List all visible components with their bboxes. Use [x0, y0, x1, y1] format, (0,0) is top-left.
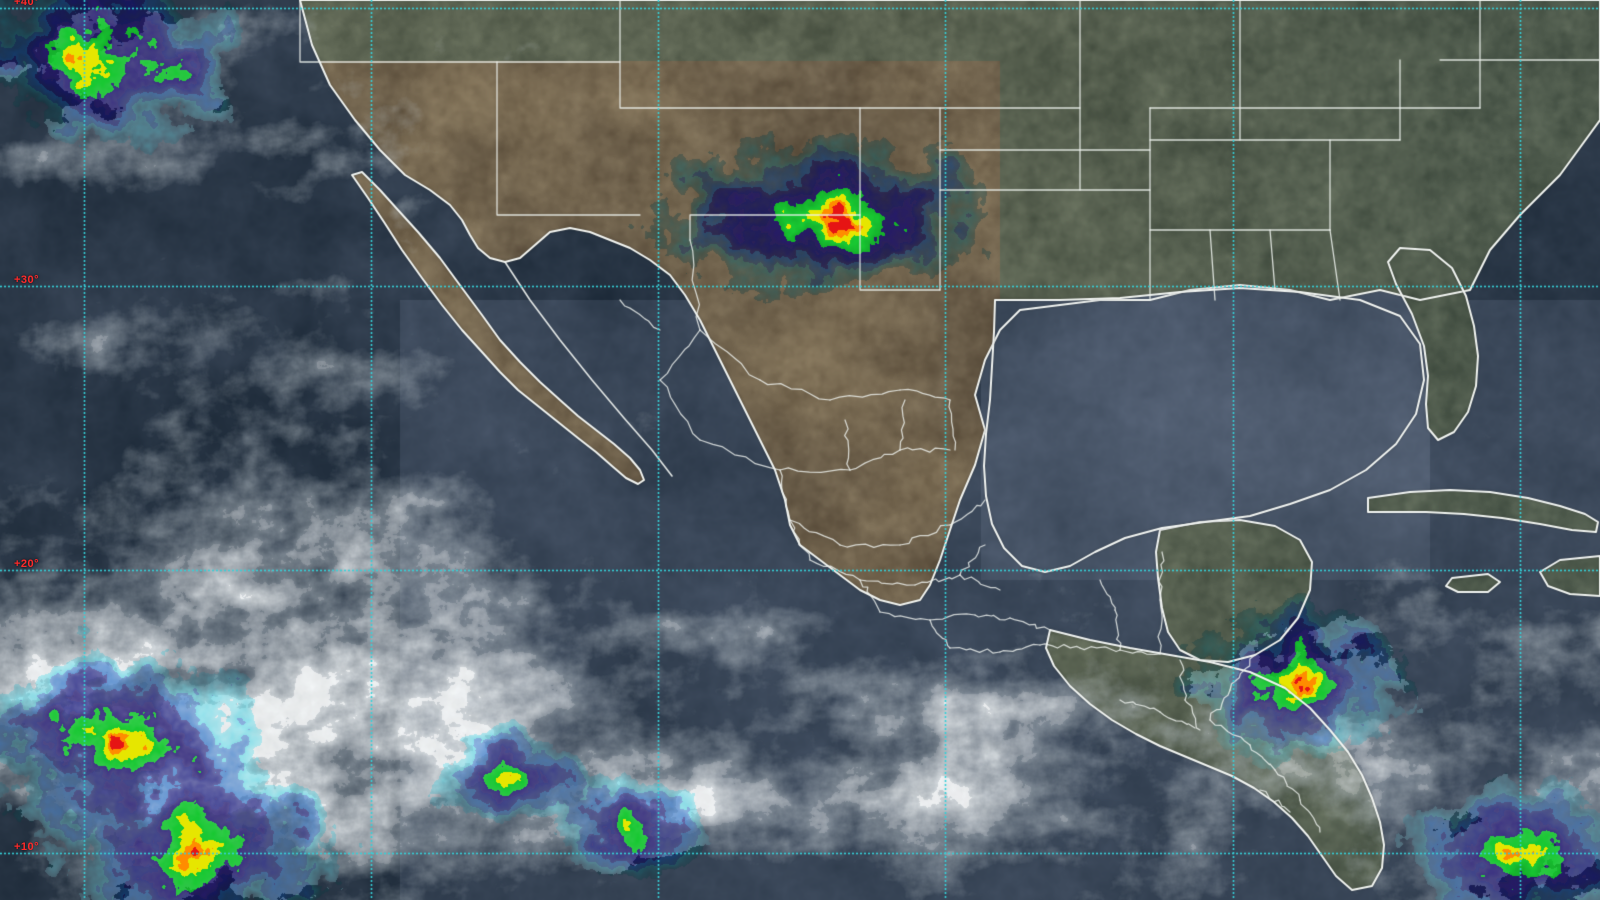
satellite-imagery-view: +40° +30° +20° +10°	[0, 0, 1600, 900]
graticule-canvas	[0, 0, 1600, 900]
